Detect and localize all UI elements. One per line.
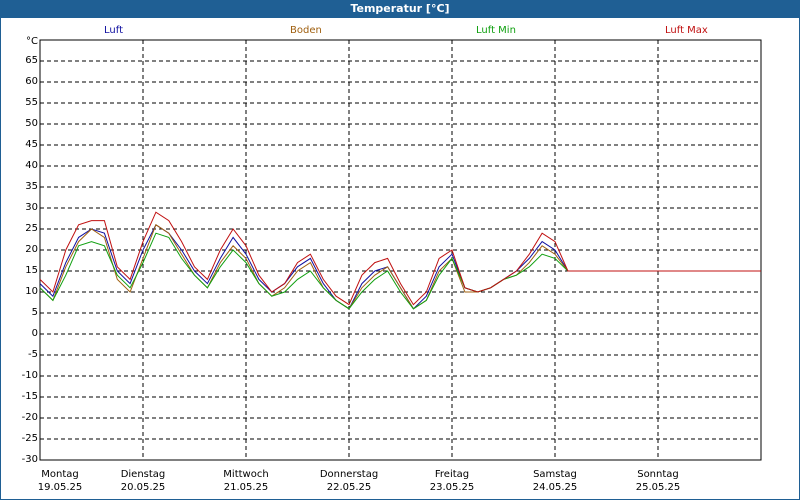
weekday-label: Sonntag [637, 469, 679, 480]
day-label: Montag 19.05.25 [20, 468, 100, 494]
weekday-label: Freitag [434, 469, 470, 480]
y-tick-label: -15 [21, 391, 38, 402]
legend-luft-max: Luft Max [665, 25, 708, 36]
legend-luft-max-label: Luft Max [665, 25, 708, 36]
series-line-luft [39, 224, 761, 310]
y-tick-label: -25 [21, 433, 38, 444]
date-label: 20.05.25 [120, 482, 166, 493]
plot-frame [39, 39, 762, 461]
y-tick-label: 5 [31, 307, 38, 318]
y-tick-label: -20 [21, 412, 38, 423]
y-axis-unit: °C [26, 36, 38, 47]
y-tick-label: 20 [25, 244, 38, 255]
y-tick-label: 45 [25, 139, 38, 150]
y-tick-label: 35 [25, 181, 38, 192]
y-tick-label: 25 [25, 223, 38, 234]
date-label: 25.05.25 [635, 482, 681, 493]
y-tick-label: 30 [25, 202, 38, 213]
legend-luft-min: Luft Min [476, 25, 516, 36]
y-tick-label: 60 [25, 76, 38, 87]
legend-luft: Luft [104, 25, 123, 36]
y-tick-label: 40 [25, 160, 38, 171]
date-label: 22.05.25 [326, 482, 372, 493]
day-label: Dienstag 20.05.25 [103, 468, 183, 494]
date-label: 19.05.25 [37, 482, 83, 493]
series-line-luft-max [39, 211, 761, 306]
chart-title: Temperatur [°C] [0, 0, 800, 18]
day-label: Donnerstag 22.05.25 [309, 468, 389, 494]
y-tick-label: 10 [25, 286, 38, 297]
y-tick-label: 0 [31, 328, 38, 339]
series-line-boden [39, 224, 761, 310]
weekday-label: Mittwoch [223, 469, 269, 480]
day-label: Sonntag 25.05.25 [618, 468, 698, 494]
legend-luft-label: Luft [104, 25, 123, 36]
day-label: Freitag 23.05.25 [412, 468, 492, 494]
weekday-label: Donnerstag [319, 469, 379, 480]
date-label: 21.05.25 [223, 482, 269, 493]
day-label: Samstag 24.05.25 [515, 468, 595, 494]
y-tick-label: -30 [21, 454, 38, 465]
y-tick-label: 65 [25, 55, 38, 66]
y-tick-label: 50 [25, 118, 38, 129]
y-tick-label: -5 [28, 349, 38, 360]
date-label: 24.05.25 [532, 482, 578, 493]
weekday-label: Montag [41, 469, 79, 480]
legend-boden-label: Boden [290, 25, 322, 36]
date-label: 23.05.25 [429, 482, 475, 493]
y-tick-label: -10 [21, 370, 38, 381]
day-label: Mittwoch 21.05.25 [206, 468, 286, 494]
legend-luft-min-label: Luft Min [476, 25, 516, 36]
weekday-label: Samstag [533, 469, 577, 480]
y-tick-label: 55 [25, 97, 38, 108]
legend-boden: Boden [290, 25, 322, 36]
y-tick-label: 15 [25, 265, 38, 276]
weekday-label: Dienstag [120, 469, 166, 480]
